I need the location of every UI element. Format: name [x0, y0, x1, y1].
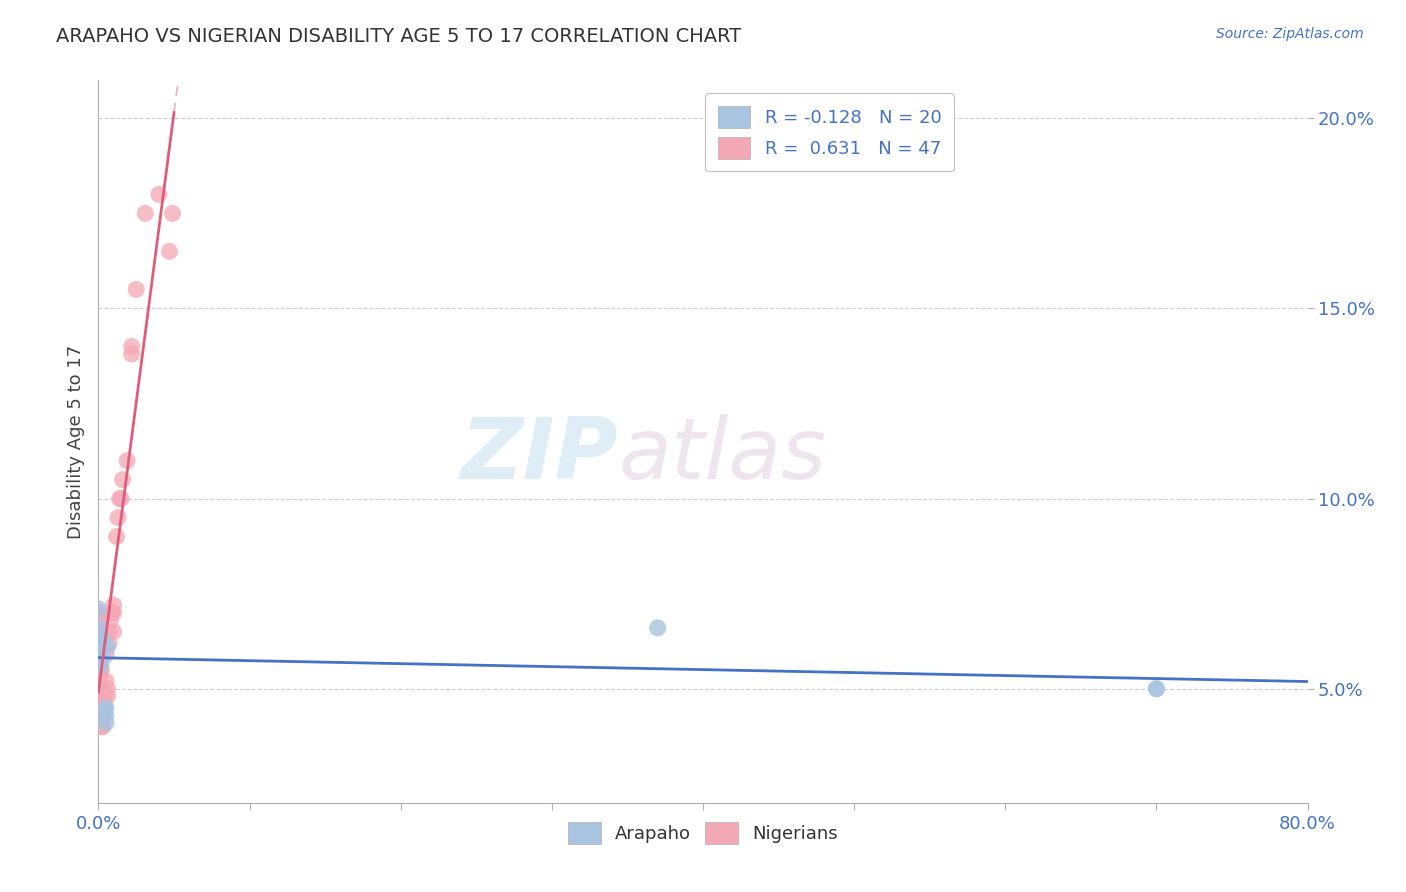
- Point: [87, 628, 110, 642]
- Point: [87, 643, 110, 657]
- Point: [159, 244, 181, 259]
- Point: [91, 720, 114, 734]
- Point: [90, 681, 112, 696]
- Point: [90, 663, 112, 677]
- Point: [93, 700, 115, 714]
- Point: [110, 491, 132, 506]
- Point: [647, 621, 669, 635]
- Point: [87, 624, 110, 639]
- Point: [94, 715, 117, 730]
- Point: [87, 632, 110, 647]
- Legend: Arapaho, Nigerians: Arapaho, Nigerians: [561, 815, 845, 852]
- Point: [89, 712, 111, 726]
- Point: [91, 712, 114, 726]
- Text: ZIP: ZIP: [461, 415, 619, 498]
- Point: [98, 636, 121, 650]
- Point: [91, 632, 114, 647]
- Point: [111, 473, 134, 487]
- Point: [107, 510, 129, 524]
- Y-axis label: Disability Age 5 to 17: Disability Age 5 to 17: [66, 344, 84, 539]
- Point: [87, 632, 110, 647]
- Point: [87, 640, 110, 654]
- Point: [87, 632, 110, 647]
- Point: [87, 651, 110, 665]
- Point: [96, 681, 118, 696]
- Point: [89, 648, 111, 662]
- Point: [148, 187, 170, 202]
- Point: [93, 705, 115, 719]
- Point: [162, 206, 184, 220]
- Point: [89, 621, 111, 635]
- Point: [89, 681, 111, 696]
- Point: [121, 347, 143, 361]
- Point: [89, 640, 111, 654]
- Text: Source: ZipAtlas.com: Source: ZipAtlas.com: [1216, 27, 1364, 41]
- Point: [94, 700, 117, 714]
- Point: [87, 602, 110, 616]
- Point: [101, 606, 124, 620]
- Point: [87, 636, 110, 650]
- Point: [87, 655, 110, 669]
- Point: [1144, 681, 1167, 696]
- Point: [125, 282, 148, 296]
- Point: [89, 670, 111, 684]
- Point: [94, 674, 117, 689]
- Point: [103, 606, 125, 620]
- Point: [105, 530, 128, 544]
- Point: [90, 712, 112, 726]
- Point: [121, 339, 143, 353]
- Point: [91, 690, 114, 704]
- Point: [87, 613, 110, 627]
- Point: [98, 624, 121, 639]
- Point: [96, 640, 118, 654]
- Point: [87, 606, 110, 620]
- Point: [103, 624, 125, 639]
- Point: [1144, 681, 1167, 696]
- Point: [100, 613, 122, 627]
- Point: [90, 655, 112, 669]
- Point: [94, 708, 117, 723]
- Point: [89, 663, 111, 677]
- Point: [103, 598, 125, 612]
- Point: [134, 206, 156, 220]
- Point: [90, 720, 112, 734]
- Point: [93, 690, 115, 704]
- Text: ARAPAHO VS NIGERIAN DISABILITY AGE 5 TO 17 CORRELATION CHART: ARAPAHO VS NIGERIAN DISABILITY AGE 5 TO …: [56, 27, 741, 45]
- Point: [87, 663, 110, 677]
- Point: [89, 659, 111, 673]
- Point: [94, 648, 117, 662]
- Point: [87, 632, 110, 647]
- Point: [90, 632, 112, 647]
- Point: [96, 690, 118, 704]
- Point: [115, 453, 138, 467]
- Text: atlas: atlas: [619, 415, 827, 498]
- Point: [108, 491, 131, 506]
